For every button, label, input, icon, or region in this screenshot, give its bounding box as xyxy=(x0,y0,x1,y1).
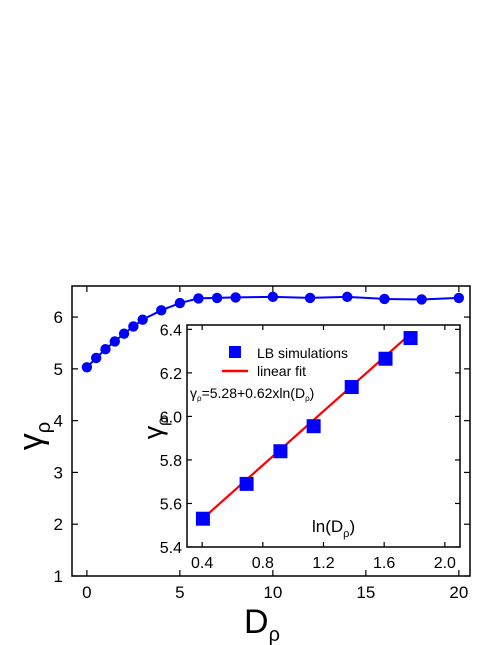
legend-label-linear-fit: linear fit xyxy=(257,363,306,379)
main-y-tick-label: 3 xyxy=(54,463,63,482)
inset-data-point xyxy=(195,511,210,526)
inset-axis-ticks: 0.4 0.8 1.2 1.6 2.0 5.4 5.6 5.8 6.0 6.2 6.4 xyxy=(160,322,460,572)
inset-y-tick-label: 5.4 xyxy=(160,540,182,557)
main-data-series xyxy=(81,291,465,373)
main-data-point xyxy=(90,352,102,364)
main-x-tick-label: 0 xyxy=(82,583,91,602)
main-x-axis-title-text: D xyxy=(244,603,269,641)
main-y-tick-label: 6 xyxy=(54,308,63,327)
main-data-point xyxy=(109,336,120,347)
fit-equation-annotation: γρ=5.28+0.62xln(Dρ) xyxy=(190,385,314,403)
inset-x-axis-title-text: ln(D xyxy=(312,517,343,536)
inset-x-axis-title-end: ) xyxy=(349,517,355,536)
main-data-point xyxy=(230,292,241,303)
inset-x-tick-label: 0.4 xyxy=(191,555,213,572)
main-data-point xyxy=(174,297,186,309)
fit-equation-gamma: γ xyxy=(190,385,197,401)
main-y-axis-title-text: γ xyxy=(12,433,50,450)
inset-plot-background xyxy=(187,325,460,547)
fit-equation-end: ) xyxy=(310,385,315,401)
inset-x-tick-label: 0.8 xyxy=(252,555,274,572)
main-x-axis-title: Dρ xyxy=(244,603,280,645)
main-y-axis-title: γρ xyxy=(12,422,55,450)
inset-y-axis-title-sub: ρ xyxy=(155,417,172,426)
main-x-tick-label: 20 xyxy=(449,583,468,602)
inset-y-tick-label: 6.2 xyxy=(160,366,182,383)
main-x-tick-label: 10 xyxy=(263,583,282,602)
inset-y-tick-label: 5.8 xyxy=(160,453,182,470)
main-y-tick-label: 4 xyxy=(54,412,63,431)
inset-x-tick-label: 1.2 xyxy=(312,555,334,572)
main-y-axis-title-sub: ρ xyxy=(33,422,55,433)
main-y-tick-label: 2 xyxy=(54,515,63,534)
inset-x-tick-label: 1.6 xyxy=(373,555,395,572)
inset-y-tick-label: 6.4 xyxy=(160,322,182,339)
fit-equation-gamma-sub: ρ xyxy=(197,394,202,403)
main-x-tick-label: 5 xyxy=(175,583,184,602)
main-x-tick-label: 15 xyxy=(356,583,375,602)
main-data-point xyxy=(137,314,148,325)
inset-data-point xyxy=(273,444,288,459)
inset-data-point xyxy=(239,476,254,491)
inset-x-axis-title-sub: ρ xyxy=(343,528,349,540)
main-data-point xyxy=(267,291,279,303)
inset-y-tick-label: 6.0 xyxy=(160,409,182,426)
inset-x-tick-label: 2.0 xyxy=(434,555,456,572)
main-data-point xyxy=(453,292,465,304)
inset-y-axis-title: γρ xyxy=(138,417,172,440)
inset-x-axis-title: ln(Dρ) xyxy=(312,517,355,540)
fit-equation-body: =5.28+0.62xln(D xyxy=(202,385,306,401)
main-data-point xyxy=(342,291,353,303)
main-data-point xyxy=(128,321,139,332)
main-x-axis-title-sub: ρ xyxy=(269,624,280,645)
main-data-point xyxy=(416,294,427,305)
main-data-point xyxy=(379,293,390,305)
main-data-point xyxy=(81,362,93,373)
main-data-point xyxy=(118,328,130,339)
inset-data-point xyxy=(344,380,359,395)
inset-legend: LB simulations linear fit γρ=5.28+0.62xl… xyxy=(190,345,348,403)
main-data-point xyxy=(100,343,111,355)
inset-y-axis-title-text: γ xyxy=(138,425,168,439)
main-data-point xyxy=(211,292,223,304)
main-data-point xyxy=(193,293,204,304)
inset-data-point xyxy=(378,351,393,366)
main-data-point xyxy=(304,292,316,304)
main-axis-ticks: 0 5 10 15 20 1 2 3 4 5 6 xyxy=(54,286,470,602)
inset-y-tick-label: 5.6 xyxy=(160,496,182,513)
main-y-tick-label: 5 xyxy=(54,360,63,379)
main-y-tick-label: 1 xyxy=(54,567,63,586)
inset-data-point xyxy=(403,331,418,346)
legend-label-lb-simulations: LB simulations xyxy=(257,345,348,361)
inset-data-point xyxy=(306,419,321,434)
main-data-point xyxy=(156,305,167,316)
main-plot-frame xyxy=(71,285,471,577)
legend-marker-lb-simulations xyxy=(229,346,241,358)
fit-equation-d-sub: ρ xyxy=(305,394,310,403)
inset-data-series xyxy=(195,331,418,526)
